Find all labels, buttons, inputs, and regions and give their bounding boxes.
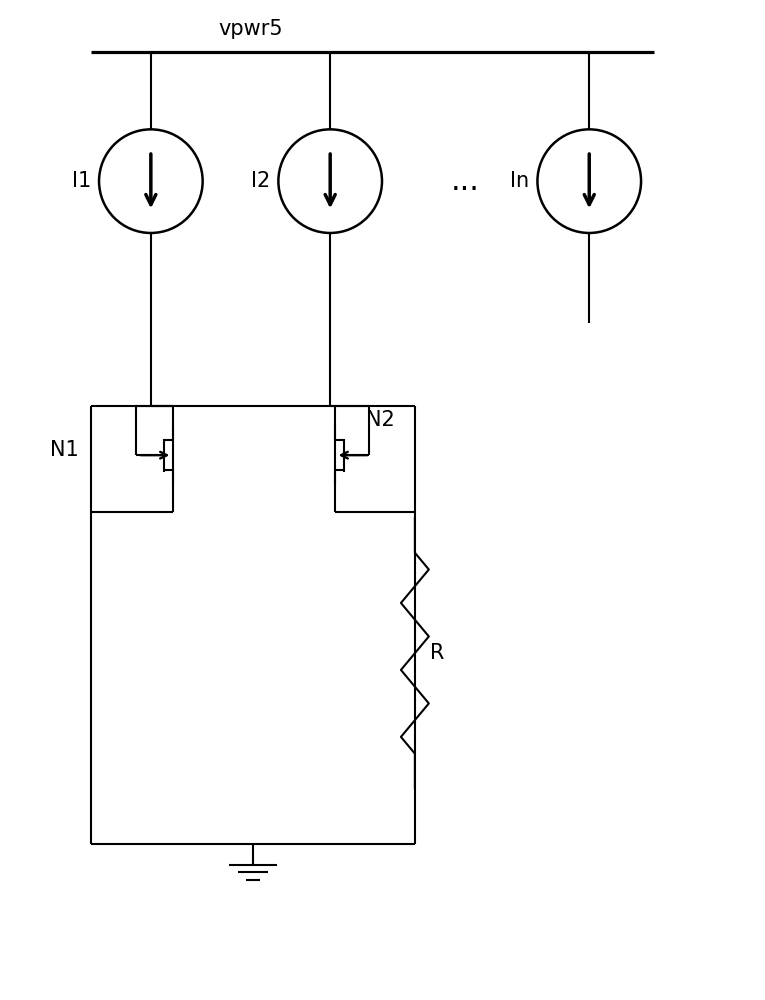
Text: ...: ... bbox=[451, 167, 479, 196]
Text: I2: I2 bbox=[251, 171, 270, 191]
Text: In: In bbox=[510, 171, 529, 191]
Text: N1: N1 bbox=[50, 440, 79, 460]
Text: vpwr5: vpwr5 bbox=[218, 19, 283, 39]
Text: I1: I1 bbox=[72, 171, 91, 191]
Text: R: R bbox=[430, 643, 444, 663]
Text: N2: N2 bbox=[366, 410, 395, 430]
